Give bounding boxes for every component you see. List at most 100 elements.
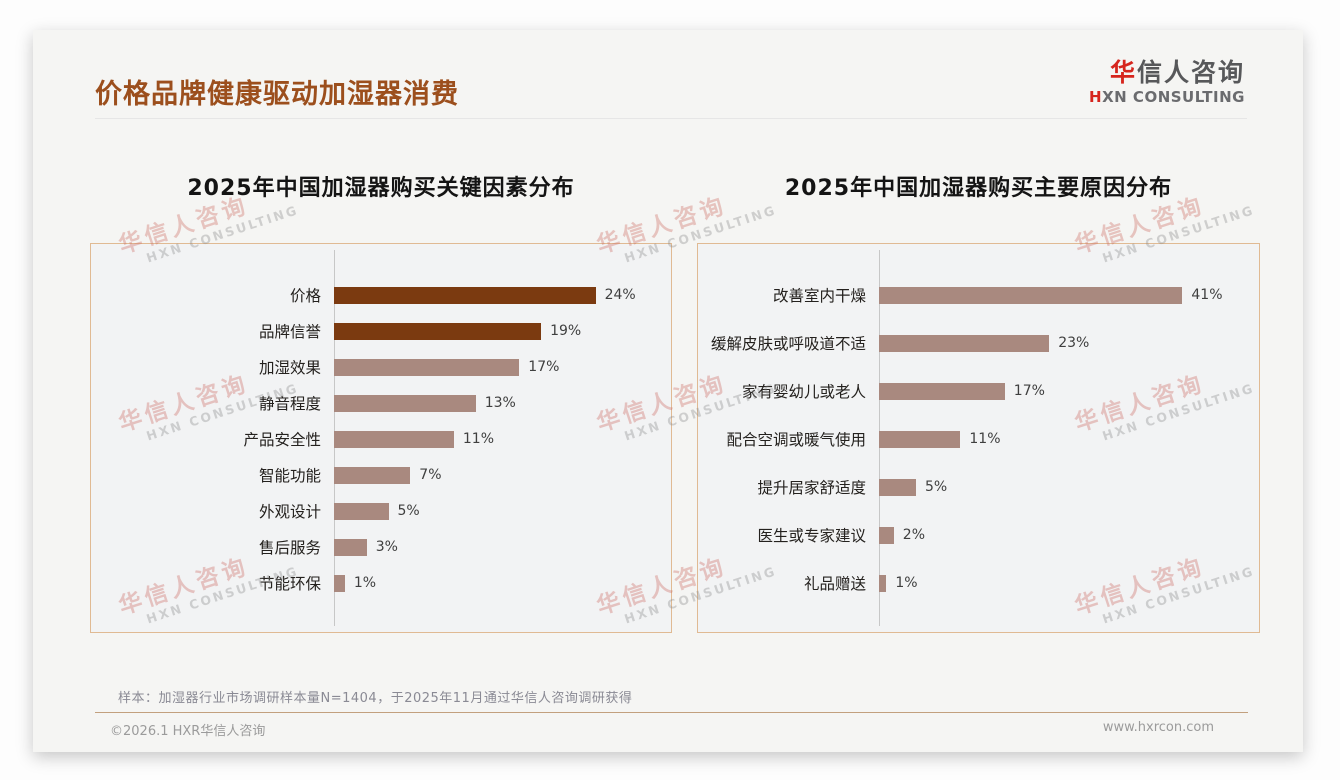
category-label: 提升居家舒适度 xyxy=(757,479,866,497)
category-label: 静音程度 xyxy=(258,395,321,413)
bar-track: 2% xyxy=(879,526,1249,544)
category-label: 加湿效果 xyxy=(258,359,321,377)
title-divider xyxy=(95,118,1247,119)
bar-track: 1% xyxy=(334,574,661,592)
bar-track: 7% xyxy=(334,466,661,484)
bar-track: 24% xyxy=(334,286,661,304)
category-label: 产品安全性 xyxy=(243,431,321,449)
bar-row: 医生或专家建议 2% xyxy=(698,526,1249,545)
left-chart-title: 2025年中国加湿器购买关键因素分布 xyxy=(187,176,575,201)
category-label: 外观设计 xyxy=(258,503,321,521)
value-label: 17% xyxy=(528,359,560,375)
logo-red-char: 华 xyxy=(1109,58,1137,87)
category-label: 医生或专家建议 xyxy=(757,527,866,545)
right-chart-rows: 改善室内干燥 41% 缓解皮肤或呼吸道不适 23% 家有婴幼儿或老人 17% 配合空调或暖气… xyxy=(698,286,1249,593)
bar xyxy=(879,430,961,448)
category-label: 价格 xyxy=(289,287,321,305)
bar-track: 41% xyxy=(879,286,1249,304)
bar xyxy=(879,382,1005,400)
bar-track: 19% xyxy=(334,322,661,340)
bar xyxy=(334,394,476,412)
bar-track: 17% xyxy=(879,382,1249,400)
bar xyxy=(334,286,596,304)
bar-row: 缓解皮肤或呼吸道不适 23% xyxy=(698,334,1249,353)
bar xyxy=(334,574,345,592)
bar-track: 1% xyxy=(879,574,1249,592)
bar xyxy=(879,526,894,544)
bar-row: 家有婴幼儿或老人 17% xyxy=(698,382,1249,401)
value-label: 19% xyxy=(550,323,582,339)
value-label: 41% xyxy=(1191,287,1223,303)
logo-english-text: HXN CONSULTING xyxy=(1089,88,1245,106)
bar-track: 11% xyxy=(879,430,1249,448)
sample-footnote: 样本：加湿器行业市场调研样本量N=1404，于2025年11月通过华信人咨询调研… xyxy=(118,691,633,706)
bar-row: 品牌信誉 19% xyxy=(91,322,661,341)
bar-track: 13% xyxy=(334,394,661,412)
value-label: 3% xyxy=(375,539,398,555)
category-label: 品牌信誉 xyxy=(258,323,321,341)
category-label: 礼品赠送 xyxy=(803,575,866,593)
bar-row: 智能功能 7% xyxy=(91,466,661,485)
left-chart-rows: 价格 24% 品牌信誉 19% 加湿效果 17% 静音程度 13% 产品安全性 11% 智能功能 7%… xyxy=(91,286,661,593)
right-chart-title: 2025年中国加湿器购买主要原因分布 xyxy=(784,176,1173,201)
value-label: 17% xyxy=(1013,383,1045,399)
value-label: 7% xyxy=(419,467,442,483)
bar xyxy=(334,466,411,484)
bar-track: 23% xyxy=(879,334,1249,352)
bar xyxy=(334,322,542,340)
logo-red-letter: H xyxy=(1089,88,1103,106)
copyright-text: ©2026.1 HXR华信人咨询 xyxy=(110,724,266,739)
value-label: 1% xyxy=(353,575,377,591)
bar-row: 礼品赠送 1% xyxy=(698,574,1249,593)
page-title: 价格品牌健康驱动加湿器消费 xyxy=(95,79,459,110)
bar xyxy=(879,286,1183,304)
value-label: 13% xyxy=(484,395,516,411)
bar-row: 静音程度 13% xyxy=(91,394,661,413)
website-text: www.hxrcon.com xyxy=(1102,720,1214,735)
bar-row: 加湿效果 17% xyxy=(91,358,661,377)
bar-row: 配合空调或暖气使用 11% xyxy=(698,430,1249,449)
value-label: 5% xyxy=(925,479,948,495)
value-label: 24% xyxy=(604,287,636,303)
logo-chinese-text: 华信人咨询 xyxy=(1089,58,1245,88)
logo-en-rest: XN CONSULTING xyxy=(1102,88,1245,106)
footer-divider xyxy=(95,712,1248,713)
bar xyxy=(334,430,454,448)
bar xyxy=(334,502,389,520)
bar-row: 售后服务 3% xyxy=(91,538,661,557)
value-label: 11% xyxy=(462,431,495,447)
bar-row: 价格 24% xyxy=(91,286,661,305)
category-label: 改善室内干燥 xyxy=(772,287,866,305)
bar-row: 提升居家舒适度 5% xyxy=(698,478,1249,497)
bar xyxy=(879,334,1050,352)
bar-row: 外观设计 5% xyxy=(91,502,661,521)
value-label: 5% xyxy=(397,503,420,519)
bar-track: 5% xyxy=(334,502,661,520)
bar-track: 17% xyxy=(334,358,661,376)
category-label: 智能功能 xyxy=(258,467,321,485)
bar xyxy=(334,538,367,556)
value-label: 11% xyxy=(969,431,1001,447)
value-label: 1% xyxy=(895,575,918,591)
category-label: 售后服务 xyxy=(258,539,321,557)
bar-track: 5% xyxy=(879,478,1249,496)
slide-card: 价格品牌健康驱动加湿器消费 华信人咨询 HXN CONSULTING 2025年… xyxy=(33,30,1303,752)
left-chart-panel: 价格 24% 品牌信誉 19% 加湿效果 17% 静音程度 13% 产品安全性 11% 智能功能 7%… xyxy=(90,243,672,633)
logo-cn-rest: 信人咨询 xyxy=(1136,58,1245,87)
right-chart-panel: 改善室内干燥 41% 缓解皮肤或呼吸道不适 23% 家有婴幼儿或老人 17% 配合空调或暖气… xyxy=(697,243,1260,633)
value-label: 23% xyxy=(1058,335,1090,351)
category-label: 缓解皮肤或呼吸道不适 xyxy=(710,335,866,353)
category-label: 家有婴幼儿或老人 xyxy=(741,383,866,401)
bar xyxy=(879,478,916,496)
bar-row: 产品安全性 11% xyxy=(91,430,661,449)
bar-track: 3% xyxy=(334,538,661,556)
bar-row: 改善室内干燥 41% xyxy=(698,286,1249,305)
company-logo: 华信人咨询 HXN CONSULTING xyxy=(1089,58,1245,106)
category-label: 节能环保 xyxy=(258,575,321,593)
bar-track: 11% xyxy=(334,430,661,448)
bar-row: 节能环保 1% xyxy=(91,574,661,593)
bar xyxy=(879,574,887,592)
value-label: 2% xyxy=(902,527,926,543)
bar xyxy=(334,358,520,376)
